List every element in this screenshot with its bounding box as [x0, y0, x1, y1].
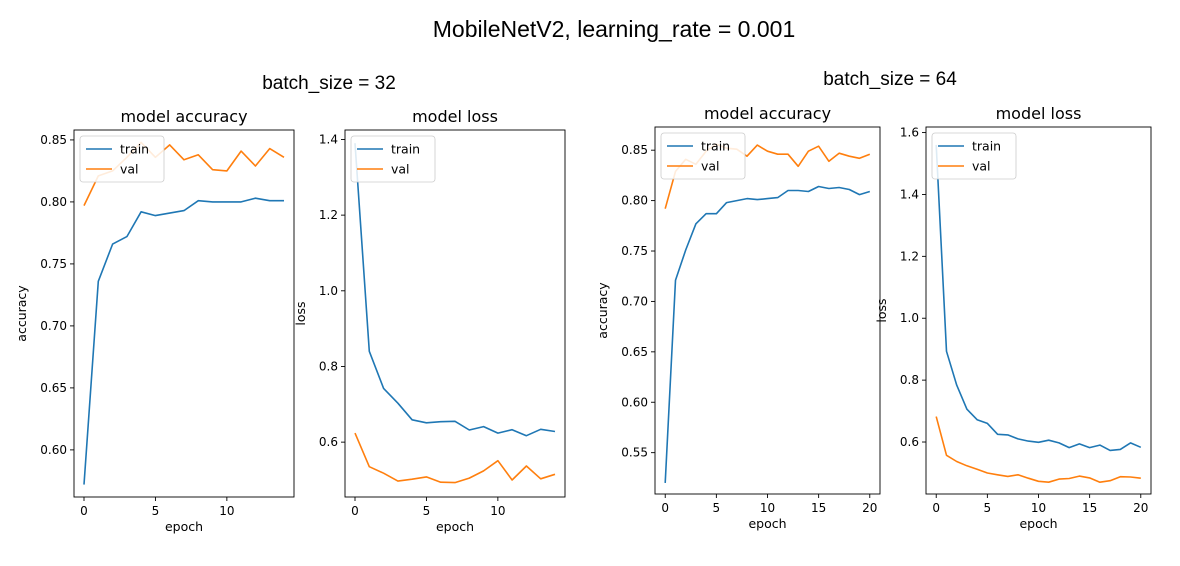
x-tick-label: 5 [713, 501, 721, 515]
y-tick-label: 1.4 [319, 132, 338, 146]
legend-label-val: val [120, 162, 139, 177]
y-tick-label: 0.85 [621, 143, 648, 157]
subplot-title: model loss [996, 104, 1082, 123]
y-tick-label: 0.65 [621, 345, 648, 359]
y-tick-label: 1.6 [900, 126, 919, 140]
x-tick-label: 10 [1031, 501, 1046, 515]
x-tick-label: 0 [80, 504, 88, 518]
y-tick-label: 0.8 [319, 359, 338, 373]
y-tick-label: 0.80 [40, 195, 67, 209]
y-axis-label: accuracy [595, 282, 610, 339]
x-tick-label: 10 [219, 504, 234, 518]
series-line-train [664, 185, 871, 483]
x-tick-label: 0 [661, 501, 669, 515]
y-tick-label: 0.60 [621, 395, 648, 409]
subplot-title: model loss [412, 107, 498, 126]
subplot-title: model accuracy [704, 104, 831, 123]
legend: train val [660, 132, 746, 180]
x-tick-label: 20 [1133, 501, 1148, 515]
legend-label-val: val [972, 159, 991, 174]
y-tick-label: 1.2 [900, 249, 919, 263]
y-tick-label: 0.70 [40, 319, 67, 333]
x-axis-label: epoch [436, 519, 474, 534]
y-tick-label: 0.6 [319, 435, 338, 449]
y-tick-label: 0.75 [621, 244, 648, 258]
legend-box [660, 132, 746, 180]
x-axis-label: epoch [1019, 516, 1057, 531]
y-tick-label: 1.4 [900, 187, 919, 201]
x-tick-label: 20 [862, 501, 877, 515]
subplot-4: 0 5 10 15 20 0.6 0.8 1.0 1.2 1.4 1.6 model loss epoc… [874, 104, 1152, 531]
x-tick-label: 0 [351, 504, 359, 518]
subplot-1: 0 5 10 0.60 0.65 0.70 0.75 0.80 0.85 model accura… [14, 107, 295, 534]
legend: train val [350, 135, 436, 183]
legend-label-val: val [391, 162, 410, 177]
legend-label-train: train [701, 139, 730, 154]
x-tick-label: 5 [152, 504, 160, 518]
y-tick-label: 0.60 [40, 443, 67, 457]
y-axis-label: loss [293, 301, 308, 325]
axes-frame [73, 129, 295, 498]
y-tick-label: 1.0 [319, 284, 338, 298]
group-title-batch-64: batch_size = 64 [823, 69, 957, 90]
legend-box [350, 135, 436, 183]
y-axis-label: accuracy [14, 285, 29, 342]
y-tick-label: 0.55 [621, 446, 648, 460]
legend-label-train: train [391, 142, 420, 157]
subplot-title: model accuracy [120, 107, 247, 126]
y-tick-label: 1.0 [900, 311, 919, 325]
legend-box [931, 132, 1017, 180]
y-tick-label: 0.70 [621, 294, 648, 308]
series-line-train [935, 144, 1142, 452]
subplot-2: 0 5 10 0.6 0.8 1.0 1.2 1.4 model loss epoch loss tr… [293, 107, 566, 534]
legend-label-val: val [701, 159, 720, 174]
legend: train val [931, 132, 1017, 180]
legend-label-train: train [120, 142, 149, 157]
y-tick-label: 0.80 [621, 194, 648, 208]
axes-frame [925, 126, 1152, 495]
subplot-3: 0 5 10 15 20 0.55 0.60 0.65 0.70 0.75 0.80 0.85 mode… [595, 104, 881, 531]
axes-frame [654, 126, 881, 495]
axes-frame [344, 129, 566, 498]
series-line-val [935, 416, 1141, 484]
y-tick-label: 0.65 [40, 381, 67, 395]
x-tick-label: 15 [811, 501, 826, 515]
y-tick-label: 0.75 [40, 257, 67, 271]
x-tick-label: 5 [984, 501, 992, 515]
y-axis-label: loss [874, 298, 889, 322]
x-tick-label: 0 [932, 501, 940, 515]
x-axis-label: epoch [748, 516, 786, 531]
series-line-val [354, 432, 556, 484]
y-tick-label: 0.6 [900, 435, 919, 449]
figure-title: MobileNetV2, learning_rate = 0.001 [433, 16, 796, 42]
y-tick-label: 0.8 [900, 373, 919, 387]
group-title-batch-32: batch_size = 32 [262, 73, 396, 94]
x-axis-label: epoch [165, 519, 203, 534]
y-tick-label: 1.2 [319, 208, 338, 222]
legend-label-train: train [972, 139, 1001, 154]
legend-box [79, 135, 165, 183]
legend: train val [79, 135, 165, 183]
x-tick-label: 5 [423, 504, 431, 518]
x-tick-label: 10 [760, 501, 775, 515]
series-line-train [83, 197, 284, 485]
y-tick-label: 0.85 [40, 133, 67, 147]
series-line-train [354, 143, 556, 437]
x-tick-label: 10 [490, 504, 505, 518]
x-tick-label: 15 [1082, 501, 1097, 515]
